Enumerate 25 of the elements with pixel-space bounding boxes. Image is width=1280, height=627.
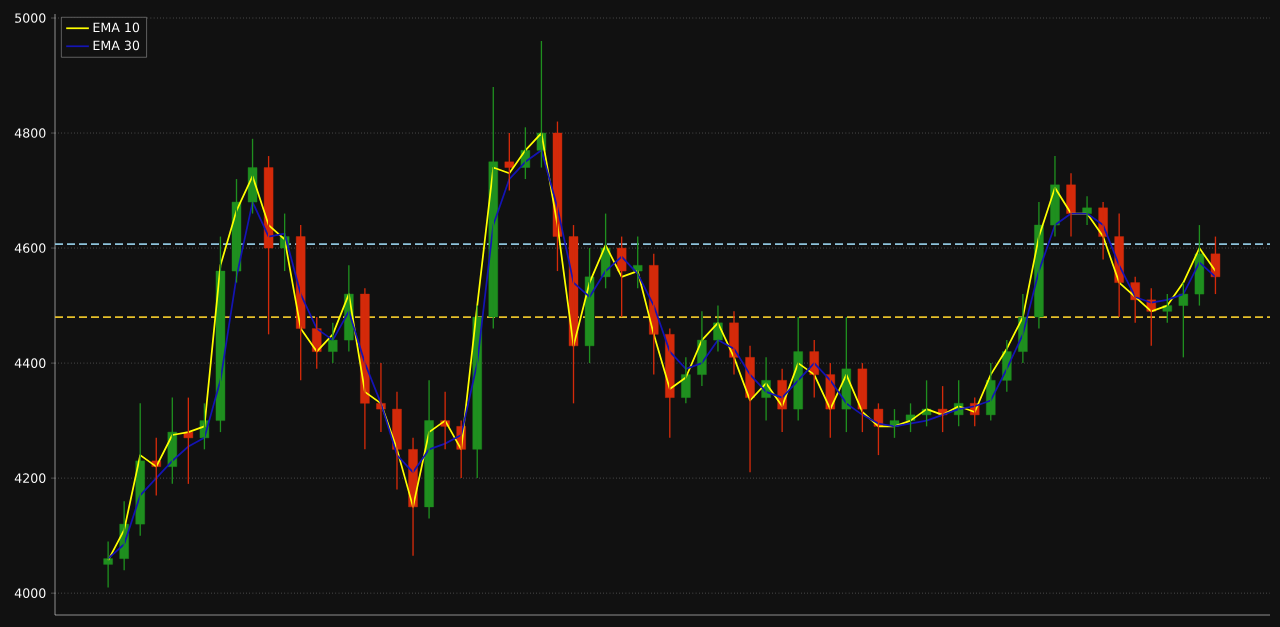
candlestick <box>103 540 113 589</box>
legend-label: EMA 30 <box>93 40 140 51</box>
y-tick-label: 5000 <box>15 13 46 23</box>
candlestick <box>263 155 274 336</box>
candlestick <box>857 362 868 433</box>
candlestick <box>247 138 258 215</box>
candlestick <box>1178 281 1189 359</box>
y-tick-label: 4800 <box>14 128 46 138</box>
candlestick <box>215 235 226 433</box>
candlestick <box>1210 235 1221 295</box>
candlestick <box>536 40 547 169</box>
candlestick <box>504 132 515 192</box>
y-tick-label: 4200 <box>14 473 46 483</box>
candlestick <box>584 247 595 364</box>
candlestick <box>633 235 643 289</box>
y-tick-label: 4000 <box>14 588 46 598</box>
candlestick <box>183 396 194 485</box>
candlestick <box>1194 224 1205 307</box>
y-tick-label: 4400 <box>14 358 46 368</box>
y-tick-label: 4600 <box>14 243 46 253</box>
candlestick <box>231 178 242 284</box>
candlestick <box>328 322 338 364</box>
candlestick <box>1082 195 1092 226</box>
candlestick <box>1162 293 1172 324</box>
legend-label: EMA 10 <box>93 22 140 33</box>
